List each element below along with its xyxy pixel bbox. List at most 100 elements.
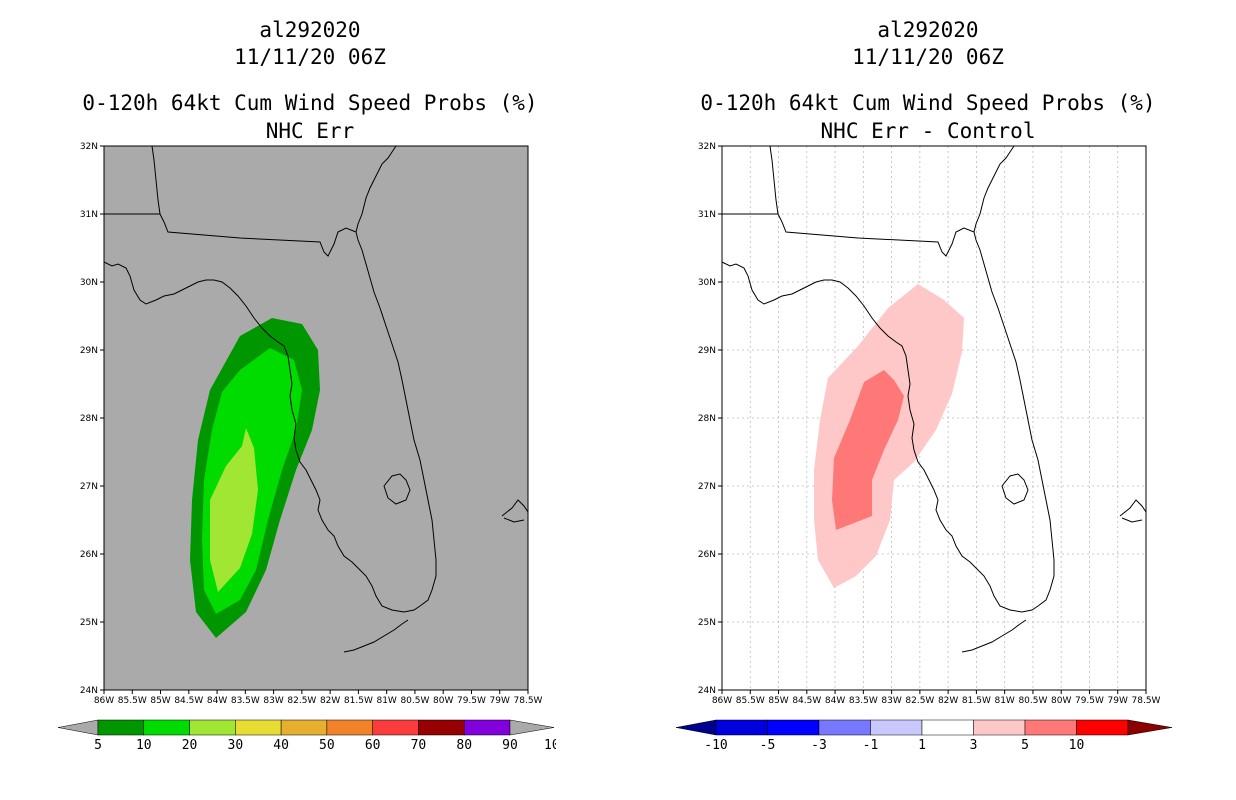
lat-label: 24N xyxy=(80,686,98,696)
lon-label: 79W xyxy=(490,696,510,706)
lat-label: 27N xyxy=(698,482,716,492)
coast-segment xyxy=(722,213,975,257)
coast-segment xyxy=(1001,473,1029,505)
colorbar-label: 40 xyxy=(273,738,289,753)
colorbar-swatch xyxy=(870,719,923,736)
lon-label: 86W xyxy=(94,696,114,706)
colorbar-label: 60 xyxy=(365,738,381,753)
left-map-background xyxy=(104,146,528,690)
colorbar-label: 30 xyxy=(228,738,244,753)
coast-segment xyxy=(343,619,409,653)
coast-segment xyxy=(973,145,1015,233)
colorbar-swatch xyxy=(418,719,465,736)
left-axis-ticks: 24N 25N 26N 27N 28N 29N 30N 31N 32N 86W 85.5W 85W 84… xyxy=(80,142,543,706)
colorbar-swatch xyxy=(143,719,190,736)
left-map-panel: 24N 25N 26N 27N 28N 29N 30N 31N 32N 86W 85.5W 85W 84… xyxy=(80,142,543,706)
lon-label: 82W xyxy=(938,696,958,706)
coast-segment xyxy=(721,231,1055,613)
colorbar-label: 5 xyxy=(94,738,102,753)
coast-segment xyxy=(151,145,161,215)
colorbar-swatch xyxy=(97,719,145,736)
colorbar-swatch xyxy=(372,719,419,736)
colorbar-swatch xyxy=(280,719,328,736)
left-title-product: 0-120h 64kt Cum Wind Speed Probs (%) xyxy=(82,91,538,115)
colorbar-label: 3 xyxy=(970,738,978,753)
coast-segment xyxy=(501,499,529,523)
lon-label: 83.5W xyxy=(231,696,260,706)
colorbar-swatch xyxy=(715,719,768,736)
lon-label: 80W xyxy=(433,696,453,706)
colorbar-swatch xyxy=(921,719,974,736)
lon-label: 84W xyxy=(207,696,227,706)
lon-label: 84W xyxy=(825,696,845,706)
lon-label: 80.5W xyxy=(400,696,429,706)
colorbar-label: 10 xyxy=(136,738,152,753)
lon-label: 79.5W xyxy=(1075,696,1104,706)
lon-label: 81W xyxy=(376,696,396,706)
lat-label: 29N xyxy=(80,346,98,356)
lat-label: 30N xyxy=(698,278,716,288)
colorbar-label: 10 xyxy=(1069,738,1085,753)
right-title-subtitle: NHC Err - Control xyxy=(820,119,1036,143)
lon-label: 82.5W xyxy=(905,696,934,706)
right-coastline xyxy=(721,145,1147,653)
colorbar-label: 5 xyxy=(1021,738,1029,753)
lon-label: 82.5W xyxy=(287,696,316,706)
colorbar-label: -10 xyxy=(704,738,727,753)
lat-label: 24N xyxy=(698,686,716,696)
colorbar-swatch xyxy=(235,719,282,736)
lon-label: 79.5W xyxy=(457,696,486,706)
lat-label: 32N xyxy=(698,142,716,152)
colorbar-swatch xyxy=(326,719,373,736)
right-title-date: 11/11/20 06Z xyxy=(852,45,1004,69)
contour-20 xyxy=(210,428,258,592)
colorbar-label: -5 xyxy=(760,738,776,753)
lon-label: 84.5W xyxy=(792,696,821,706)
coast-segment xyxy=(355,145,397,233)
colorbar-label: 20 xyxy=(182,738,198,753)
colorbar-label: 70 xyxy=(411,738,427,753)
lon-label: 83W xyxy=(881,696,901,706)
left-colorbar: 5 10 20 30 40 50 60 70 80 90 100 xyxy=(57,719,556,753)
colorbar-end-right xyxy=(1127,719,1173,736)
colorbar-label: 1 xyxy=(918,738,926,753)
colorbar-swatch xyxy=(463,719,511,736)
right-title-product: 0-120h 64kt Cum Wind Speed Probs (%) xyxy=(700,91,1156,115)
lon-label: 86W xyxy=(712,696,732,706)
colorbar-label: -3 xyxy=(811,738,827,753)
lon-label: 83W xyxy=(263,696,283,706)
lon-label: 78.5W xyxy=(514,696,543,706)
right-difference-contours xyxy=(814,284,964,588)
lat-label: 31N xyxy=(80,210,98,220)
right-axis-ticks: 24N 25N 26N 27N 28N 29N 30N 31N 32N 86W 85.5W 85W 84… xyxy=(698,142,1161,706)
colorbar-label: -1 xyxy=(863,738,879,753)
colorbar-swatch xyxy=(189,719,236,736)
lon-label: 82W xyxy=(320,696,340,706)
lon-label: 79W xyxy=(1108,696,1128,706)
right-colorbar: -10 -5 -3 -1 1 3 5 10 xyxy=(675,719,1173,753)
lat-label: 27N xyxy=(80,482,98,492)
lon-label: 81.5W xyxy=(344,696,373,706)
lat-label: 26N xyxy=(698,550,716,560)
colorbar-swatch xyxy=(1024,719,1077,736)
lat-label: 28N xyxy=(80,414,98,424)
colorbar-label: 100 xyxy=(544,738,556,753)
left-coastline xyxy=(103,145,529,653)
lon-label: 85.5W xyxy=(118,696,147,706)
lat-label: 25N xyxy=(80,618,98,628)
colorbar-label: 50 xyxy=(319,738,335,753)
lat-label: 30N xyxy=(80,278,98,288)
right-title-storm: al292020 xyxy=(877,18,979,42)
left-probability-contours xyxy=(190,318,320,638)
lon-label: 85.5W xyxy=(736,696,765,706)
left-title-storm: al292020 xyxy=(259,18,361,42)
lon-label: 80.5W xyxy=(1018,696,1047,706)
lat-label: 28N xyxy=(698,414,716,424)
colorbar-swatch xyxy=(973,719,1026,736)
colorbar-swatch xyxy=(767,719,820,736)
coast-segment xyxy=(104,213,357,257)
colorbar-swatch xyxy=(1076,719,1129,736)
lon-label: 81W xyxy=(994,696,1014,706)
colorbar-label: 80 xyxy=(456,738,472,753)
lon-label: 80W xyxy=(1051,696,1071,706)
